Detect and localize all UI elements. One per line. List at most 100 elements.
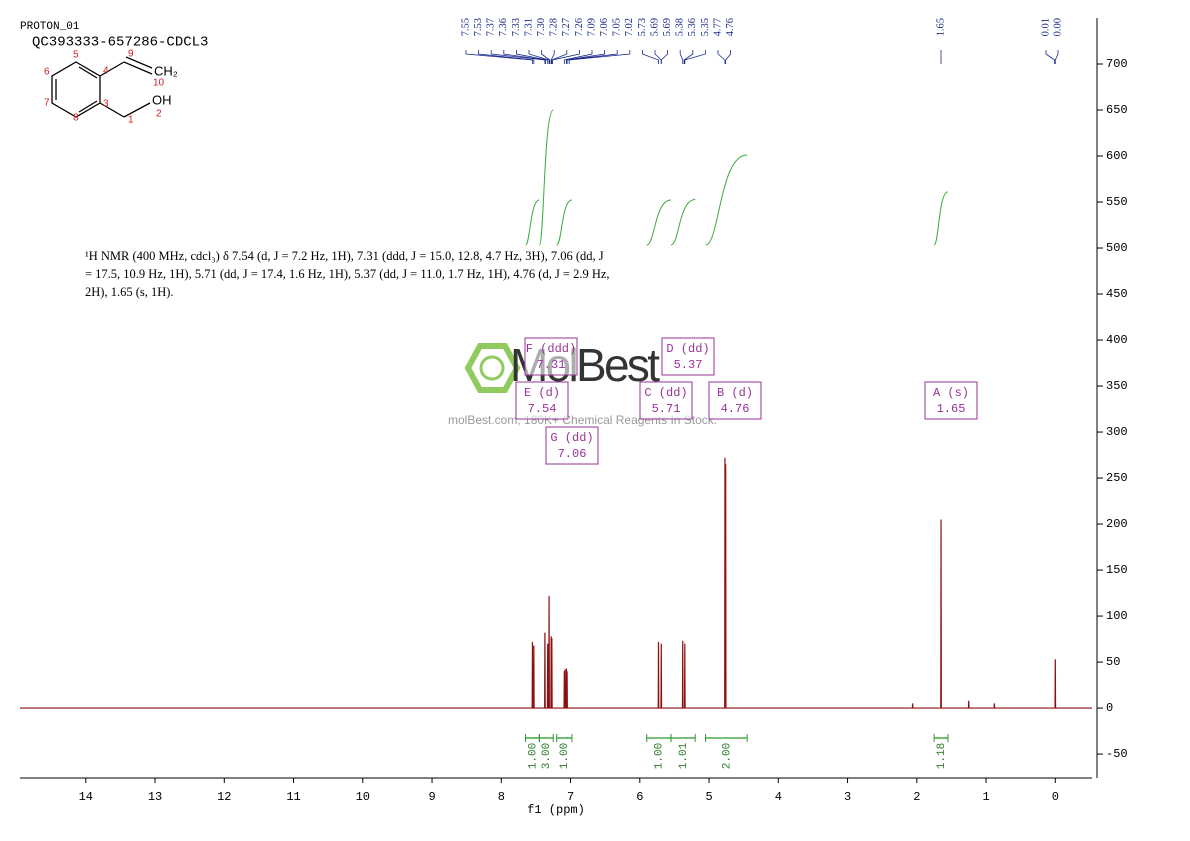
peak-connector: [541, 50, 551, 64]
y-tick-label: 550: [1106, 195, 1128, 209]
x-axis-label: f1 (ppm): [527, 803, 585, 817]
integral-label: 1.00: [527, 743, 539, 769]
peak-connector: [725, 50, 731, 64]
peak-label: 7.02: [624, 18, 635, 36]
multiplet-name: G (dd): [550, 431, 593, 445]
bond: [125, 56, 153, 69]
x-tick-label: 0: [1052, 790, 1059, 804]
x-tick-label: 12: [217, 790, 231, 804]
integral-label: 3.00: [541, 743, 553, 769]
y-tick-label: 100: [1106, 609, 1128, 623]
x-tick-label: 14: [79, 790, 93, 804]
multiplet-shift: 7.31: [537, 358, 566, 372]
integral-curve: [646, 199, 672, 246]
peak-connector: [551, 50, 568, 64]
peak-connector: [563, 50, 593, 64]
peak-label: 7.37: [486, 18, 497, 36]
integral-curve: [538, 109, 554, 246]
atom-number: 5: [73, 50, 79, 61]
integral-label: 1.01: [678, 742, 690, 769]
peak-label: 7.26: [574, 18, 585, 36]
y-tick-label: 250: [1106, 471, 1128, 485]
x-tick-label: 2: [913, 790, 920, 804]
peak-connector: [1045, 50, 1055, 64]
y-tick-label: 450: [1106, 287, 1128, 301]
atom-number: 7: [44, 98, 50, 109]
nmr-description: 2H), 1.65 (s, 1H).: [85, 285, 174, 299]
peak-label: 5.35: [700, 18, 711, 36]
bond: [78, 66, 98, 79]
integral-label: 1.18: [936, 743, 948, 769]
peak-label: 5.69: [662, 18, 673, 36]
multiplet-box: [924, 381, 978, 420]
x-tick-label: 1: [982, 790, 989, 804]
multiplet-name: E (d): [524, 386, 560, 400]
y-tick-label: 700: [1106, 57, 1128, 71]
multiplet-name: D (dd): [666, 342, 709, 356]
peak-connector: [478, 50, 535, 64]
atom-number: 3: [103, 99, 109, 110]
atom-number: 2: [156, 109, 162, 120]
x-tick-label: 5: [705, 790, 712, 804]
x-tick-label: 10: [356, 790, 370, 804]
x-tick-label: 6: [636, 790, 643, 804]
peak-label: 7.55: [460, 18, 471, 36]
x-tick-label: 7: [567, 790, 574, 804]
chart-subtitle: QC393333-657286-CDCL3: [32, 35, 208, 51]
structure-group: OH: [152, 92, 172, 107]
y-tick-label: 650: [1106, 103, 1128, 117]
peak-label: 0.01: [1040, 18, 1051, 36]
nmr-description: = 17.5, 10.9 Hz, 1H), 5.71 (dd, J = 17.4…: [85, 267, 610, 281]
peak-label: 7.27: [561, 18, 572, 36]
integral-curve: [556, 199, 573, 246]
peak-connector: [566, 50, 618, 64]
peak-connector: [717, 50, 726, 64]
y-tick-label: 200: [1106, 517, 1128, 531]
structure: [51, 56, 153, 118]
peak-connector: [516, 50, 549, 64]
bond: [78, 100, 98, 113]
y-tick-label: 300: [1106, 425, 1128, 439]
peak-label: 5.36: [687, 18, 698, 36]
peak-connector: [552, 50, 580, 64]
peak-label: 7.30: [536, 18, 547, 36]
bond: [99, 102, 125, 118]
multiplet-shift: 1.65: [937, 402, 966, 416]
multiplet-shift: 7.54: [528, 402, 557, 416]
peak-label: 0.00: [1052, 18, 1063, 36]
multiplet-shift: 4.76: [721, 402, 750, 416]
peak-connector: [565, 50, 605, 64]
multiplet-box: [661, 337, 715, 376]
peak-label: 5.73: [637, 18, 648, 36]
peak-connector: [642, 50, 659, 64]
atom-number: 4: [103, 66, 109, 77]
x-tick-label: 8: [498, 790, 505, 804]
atom-number: 6: [44, 67, 50, 78]
atom-number: 8: [73, 113, 79, 124]
integral-label: 2.00: [721, 743, 733, 769]
peak-connector: [465, 50, 533, 64]
peak-connector: [660, 50, 668, 64]
peak-connector: [568, 50, 631, 64]
integral-label: 1.00: [654, 743, 666, 769]
peak-label: 1.65: [935, 18, 946, 36]
peak-label: 5.69: [649, 18, 660, 36]
atom-number: 1: [128, 115, 134, 126]
peak-label: 7.31: [523, 18, 534, 36]
integral-label: 1.00: [559, 743, 571, 769]
peak-connector: [679, 50, 684, 64]
peak-label: 5.38: [675, 18, 686, 36]
peak-label: 7.06: [599, 18, 610, 36]
y-tick-label: 500: [1106, 241, 1128, 255]
integral-curve: [525, 199, 540, 246]
bond: [123, 102, 151, 118]
x-tick-label: 13: [148, 790, 162, 804]
peak-connector: [503, 50, 547, 64]
chart-title: PROTON_01: [20, 21, 80, 33]
multiplet-box: [708, 381, 762, 420]
peak-label: 7.33: [511, 18, 522, 36]
spectrum-line: [20, 457, 1092, 709]
logo-ring: [479, 355, 505, 381]
peak-label: 4.76: [725, 18, 736, 36]
x-tick-label: 11: [286, 790, 300, 804]
